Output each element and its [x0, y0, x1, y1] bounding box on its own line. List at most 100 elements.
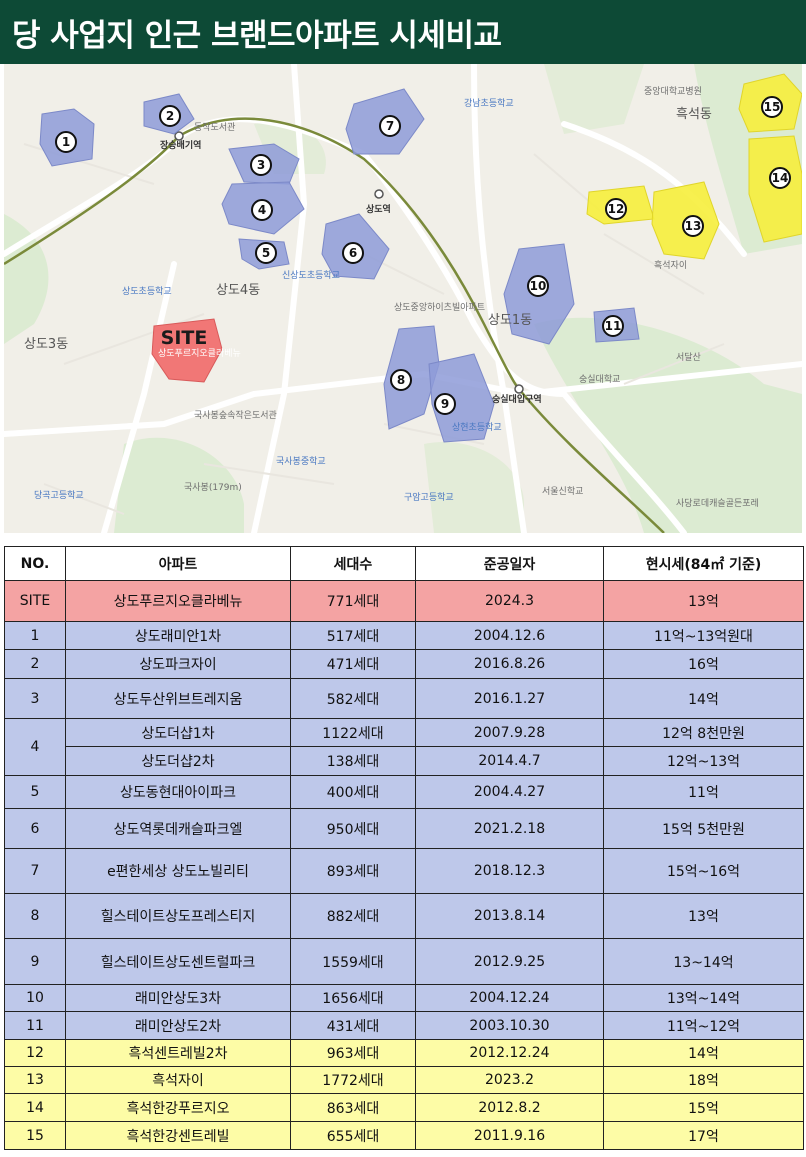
- cell-units: 863세대: [290, 1093, 416, 1122]
- cell-apartment: 상도래미안1차: [65, 621, 291, 650]
- cell-price: 15억~16억: [603, 848, 804, 894]
- table-row: 14 흑석한강푸르지오 863세대 2012.8.2 15억: [4, 1093, 804, 1122]
- marker-9: 9: [434, 393, 456, 415]
- cell-no: 1: [4, 621, 66, 650]
- cell-apartment: 래미안상도3차: [65, 984, 291, 1012]
- cell-price: 13억~14억: [603, 984, 804, 1012]
- map-label-soongsil-station: 숭실대입구역: [492, 395, 542, 405]
- marker-5: 5: [255, 242, 277, 264]
- cell-no: 9: [4, 938, 66, 985]
- map-label-soongsil-univ: 숭실대학교: [579, 375, 621, 385]
- map-background: [4, 64, 802, 533]
- cell-date: 2024.3: [415, 580, 604, 622]
- page-title: 당 사업지 인근 브랜드아파트 시세비교: [0, 0, 806, 64]
- map-label-library: 국사봉숲속작은도서관: [194, 411, 277, 421]
- cell-price: 12억 8천만원: [603, 718, 804, 747]
- table-row: 5 상도동현대아이파크 400세대 2004.4.27 11억: [4, 775, 804, 809]
- cell-no: 13: [4, 1066, 66, 1094]
- cell-units: 655세대: [290, 1121, 416, 1150]
- cell-date: 2016.1.27: [415, 678, 604, 719]
- cell-units: 1772세대: [290, 1066, 416, 1094]
- cell-no: 8: [4, 893, 66, 939]
- cell-apartment: 상도동현대아이파크: [65, 775, 291, 809]
- cell-units: 517세대: [290, 621, 416, 650]
- cell-price: 18억: [603, 1066, 804, 1094]
- cell-price: 15억 5천만원: [603, 808, 804, 849]
- cell-no: SITE: [4, 580, 66, 622]
- cell-no: 15: [4, 1121, 66, 1150]
- cell-price: 11억~12억: [603, 1011, 804, 1040]
- header-apartment: 아파트: [65, 546, 291, 581]
- cell-apartment: 래미안상도2차: [65, 1011, 291, 1040]
- map-label-jungang-heights: 상도중앙하이츠빌아파트: [394, 303, 486, 313]
- cell-units: 1559세대: [290, 938, 416, 985]
- cell-price: 11억: [603, 775, 804, 809]
- site-label: SITE: [160, 327, 208, 349]
- table-row: 2 상도파크자이 471세대 2016.8.26 16억: [4, 649, 804, 679]
- site-area: [151, 318, 223, 383]
- cell-date: 2018.12.3: [415, 848, 604, 894]
- cell-apartment: e편한세상 상도노빌리티: [65, 848, 291, 894]
- header-no: NO.: [4, 546, 66, 581]
- cell-units: 1122세대: [290, 718, 416, 747]
- marker-7: 7: [379, 115, 401, 137]
- map-label-sanghyeon-elem: 상현초등학교: [452, 423, 502, 433]
- area-14: [748, 135, 802, 243]
- cell-units: 138세대: [290, 746, 416, 776]
- cell-apartment: 흑석센트레빌2차: [65, 1039, 291, 1067]
- cell-apartment: 상도파크자이: [65, 649, 291, 679]
- map-label-sangdo3: 상도3동: [24, 337, 69, 352]
- cell-date: 2023.2: [415, 1066, 604, 1094]
- cell-price: 12억~13억: [603, 746, 804, 776]
- cell-date: 2013.8.14: [415, 893, 604, 939]
- cell-apartment: 상도역롯데캐슬파크엘: [65, 808, 291, 849]
- cell-date: 2021.2.18: [415, 808, 604, 849]
- cell-date: 2003.10.30: [415, 1011, 604, 1040]
- table-row: 7 e편한세상 상도노빌리티 893세대 2018.12.3 15억~16억: [4, 848, 804, 894]
- table-row: 8 힐스테이트상도프레스티지 882세대 2013.8.14 13억: [4, 893, 804, 939]
- cell-apartment: 힐스테이트상도프레스티지: [65, 893, 291, 939]
- map-label-cau-hospital: 중앙대학교병원: [644, 87, 702, 97]
- cell-apartment: 흑석한강푸르지오: [65, 1093, 291, 1122]
- cell-apartment: 상도더샵1차: [65, 718, 291, 747]
- location-map: 상도3동 상도4동 상도1동 흑석동 장승배기역 상도역 숭실대입구역 상도초등…: [4, 64, 802, 533]
- cell-date: 2016.8.26: [415, 649, 604, 679]
- table-row: 상도더샵2차 138세대 2014.4.7 12억~13억: [5, 746, 804, 776]
- cell-price: 14억: [603, 678, 804, 719]
- map-label-sangdo-elem: 상도초등학교: [122, 287, 172, 297]
- header-current-price: 현시세(84㎡ 기준): [603, 546, 804, 581]
- table-row: 4 상도더샵1차 1122세대 2007.9.28 12억 8천만원: [4, 718, 804, 776]
- cell-no: 4: [4, 718, 66, 776]
- cell-no: 7: [4, 848, 66, 894]
- cell-units: 431세대: [290, 1011, 416, 1040]
- table-row: 9 힐스테이트상도센트럴파크 1559세대 2012.9.25 13~14억: [4, 938, 804, 985]
- map-label-sangdo1: 상도1동: [488, 313, 533, 328]
- cell-units: 771세대: [290, 580, 416, 622]
- cell-units: 1656세대: [290, 984, 416, 1012]
- marker-15: 15: [761, 96, 783, 118]
- cell-price: 13~14억: [603, 938, 804, 985]
- cell-date: 2004.4.27: [415, 775, 604, 809]
- map-label-guam-high: 구암고등학교: [404, 493, 454, 503]
- site-sublabel: 상도푸르지오클라베뉴: [158, 349, 241, 359]
- marker-8: 8: [390, 369, 412, 391]
- cell-no: 11: [4, 1011, 66, 1040]
- map-label-heukseok-xi: 흑석자이: [654, 261, 688, 271]
- cell-date: 2012.9.25: [415, 938, 604, 985]
- map-label-sangdo-station: 상도역: [366, 205, 391, 215]
- marker-13: 13: [682, 215, 704, 237]
- cell-units: 893세대: [290, 848, 416, 894]
- cell-units: 400세대: [290, 775, 416, 809]
- cell-date: 2014.4.7: [415, 746, 604, 776]
- table-row: 6 상도역롯데캐슬파크엘 950세대 2021.2.18 15억 5천만원: [4, 808, 804, 849]
- marker-11: 11: [602, 315, 624, 337]
- area-9: [428, 353, 495, 443]
- table-header-row: NO. 아파트 세대수 준공일자 현시세(84㎡ 기준): [4, 546, 804, 581]
- table-row: 15 흑석한강센트레빌 655세대 2011.9.16 17억: [4, 1121, 804, 1150]
- marker-6: 6: [342, 242, 364, 264]
- cell-apartment: 상도푸르지오클라베뉴: [65, 580, 291, 622]
- header-completion-date: 준공일자: [415, 546, 604, 581]
- cell-units: 950세대: [290, 808, 416, 849]
- map-label-guksabong-middle: 국사봉중학교: [276, 457, 326, 467]
- cell-date: 2007.9.28: [415, 718, 604, 747]
